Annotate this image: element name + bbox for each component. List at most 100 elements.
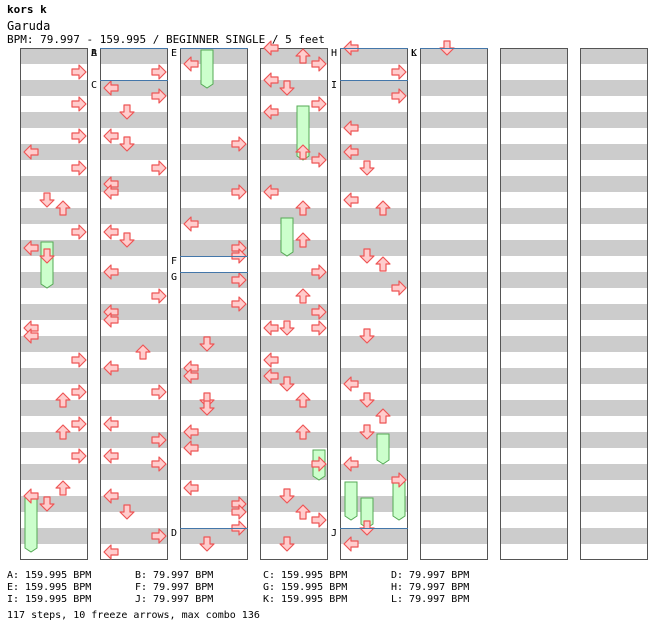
- beat-band: [500, 464, 568, 480]
- beat-band: [180, 528, 248, 544]
- step-arrow: [343, 456, 359, 472]
- step-arrow: [103, 544, 119, 560]
- step-arrow: [231, 136, 247, 152]
- beat-band: [100, 176, 168, 192]
- chart-column: [500, 48, 568, 560]
- beat-band: [340, 272, 408, 288]
- step-arrow: [71, 448, 87, 464]
- step-arrow: [71, 224, 87, 240]
- beat-band: [580, 112, 648, 128]
- step-arrow: [151, 456, 167, 472]
- freeze-body: [24, 497, 38, 553]
- beat-band: [500, 368, 568, 384]
- beat-band: [420, 144, 488, 160]
- step-arrow: [199, 536, 215, 552]
- step-arrow: [391, 472, 407, 488]
- step-arrow: [103, 128, 119, 144]
- step-arrow: [311, 456, 327, 472]
- beat-band: [260, 48, 328, 64]
- chart-column: [260, 48, 328, 560]
- step-arrow: [151, 88, 167, 104]
- freeze-body: [376, 433, 390, 465]
- beat-band: [500, 176, 568, 192]
- step-arrow: [103, 448, 119, 464]
- beat-band: [500, 336, 568, 352]
- step-arrow: [119, 232, 135, 248]
- beat-band: [580, 304, 648, 320]
- beat-band: [260, 432, 328, 448]
- beat-band: [340, 240, 408, 256]
- beat-band: [340, 464, 408, 480]
- freeze-body: [200, 49, 214, 89]
- step-arrow: [103, 184, 119, 200]
- beat-band: [340, 208, 408, 224]
- beat-band: [580, 432, 648, 448]
- step-arrow: [343, 192, 359, 208]
- step-arrow: [311, 512, 327, 528]
- beat-band: [100, 432, 168, 448]
- step-arrow: [231, 272, 247, 288]
- beat-band: [100, 336, 168, 352]
- step-arrow: [263, 40, 279, 56]
- chart-column: [20, 48, 88, 560]
- step-arrow: [151, 64, 167, 80]
- beat-band: [180, 240, 248, 256]
- step-arrow: [135, 344, 151, 360]
- step-arrow: [55, 480, 71, 496]
- beat-band: [20, 464, 88, 480]
- step-arrow: [151, 384, 167, 400]
- beat-band: [180, 80, 248, 96]
- legend-entry: B: 79.997 BPM: [135, 570, 214, 581]
- step-arrow: [343, 144, 359, 160]
- beat-band: [100, 112, 168, 128]
- beat-band: [100, 80, 168, 96]
- beat-band: [260, 304, 328, 320]
- bpm-marker-label: I: [331, 80, 337, 91]
- step-arrow: [391, 88, 407, 104]
- step-arrow: [103, 224, 119, 240]
- legend-entry: K: 159.995 BPM: [263, 594, 348, 605]
- beat-band: [180, 144, 248, 160]
- step-arrow: [295, 504, 311, 520]
- beat-band: [260, 112, 328, 128]
- beat-band: [180, 432, 248, 448]
- legend-entry: I: 159.995 BPM: [7, 594, 92, 605]
- beat-band: [500, 432, 568, 448]
- beat-band: [340, 336, 408, 352]
- beat-band: [420, 368, 488, 384]
- beat-band: [260, 208, 328, 224]
- legend-entry: J: 79.997 BPM: [135, 594, 214, 605]
- beat-band: [420, 80, 488, 96]
- step-arrow: [183, 216, 199, 232]
- step-arrow: [359, 424, 375, 440]
- step-arrow: [71, 128, 87, 144]
- step-arrow: [55, 200, 71, 216]
- step-arrow: [71, 64, 87, 80]
- beat-band: [420, 496, 488, 512]
- song-title: Garuda: [7, 19, 51, 33]
- step-arrow: [151, 432, 167, 448]
- beat-band: [100, 48, 168, 64]
- step-arrow: [199, 336, 215, 352]
- freeze-body: [392, 481, 406, 521]
- step-arrow: [119, 136, 135, 152]
- beat-band: [500, 80, 568, 96]
- beat-band: [340, 400, 408, 416]
- beat-band: [580, 48, 648, 64]
- step-arrow: [263, 72, 279, 88]
- beat-band: [100, 496, 168, 512]
- beat-band: [500, 208, 568, 224]
- beat-band: [20, 208, 88, 224]
- beat-band: [420, 528, 488, 544]
- beat-band: [420, 400, 488, 416]
- beat-band: [420, 432, 488, 448]
- step-arrow: [103, 360, 119, 376]
- beat-band: [420, 240, 488, 256]
- beat-band: [580, 144, 648, 160]
- step-arrow: [311, 304, 327, 320]
- beat-band: [500, 272, 568, 288]
- step-arrow: [295, 200, 311, 216]
- step-arrow: [279, 376, 295, 392]
- beat-band: [20, 80, 88, 96]
- beat-band: [340, 144, 408, 160]
